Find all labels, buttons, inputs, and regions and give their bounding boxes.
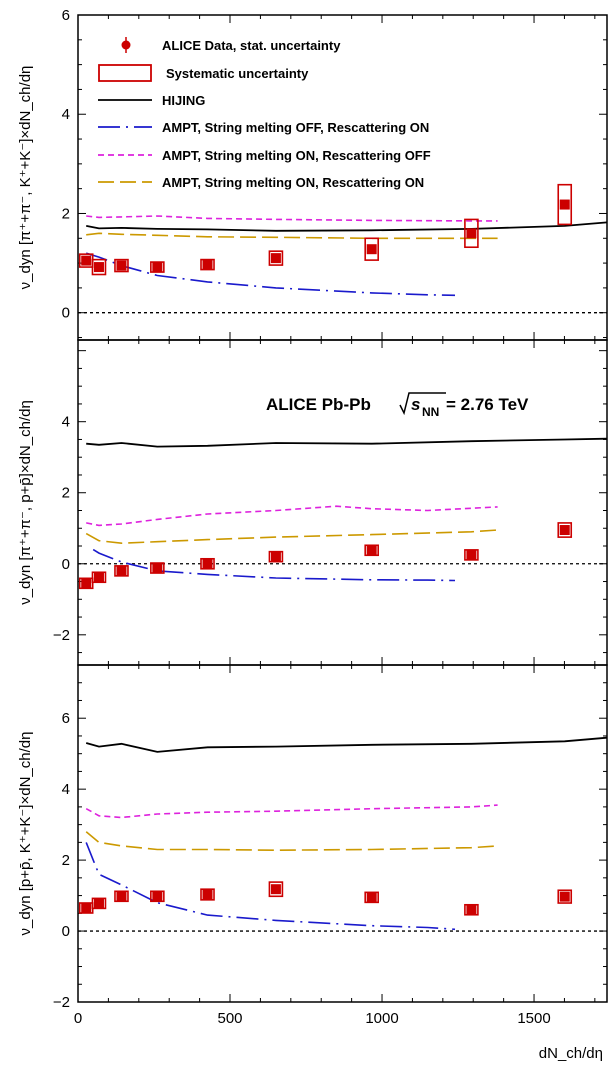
data-point <box>202 558 213 569</box>
data-point <box>559 199 570 210</box>
x-tick-label: 1000 <box>365 1010 398 1027</box>
chart-annotation: ALICE Pb-Pb s NN = 2.76 TeV <box>266 392 529 419</box>
annotation-sub: NN <box>422 405 439 419</box>
y-tick-label: 0 <box>62 923 70 940</box>
legend-label: AMPT, String melting ON, Rescattering OF… <box>162 148 431 163</box>
y-tick-label: −2 <box>53 627 70 644</box>
sys-box <box>557 183 573 226</box>
series-line-ampt-on-on <box>85 831 498 852</box>
series-line-ampt-off-on <box>85 252 456 297</box>
x-axis-label: dN_ch/dη <box>539 1045 603 1062</box>
data-point <box>366 244 377 255</box>
series-line-ampt-off-on <box>92 548 456 582</box>
legend-item-data: ALICE Data, stat. uncertainty <box>121 37 341 53</box>
series-line-hijing <box>86 221 608 232</box>
sys-box <box>200 888 215 901</box>
legend-item-hijing: HIJING <box>98 93 205 108</box>
data-point <box>116 565 127 576</box>
data-point <box>152 262 163 273</box>
y-axis-label: ν_dyn [π⁺+π⁻, p+p̄]×dN_ch/dη <box>17 400 34 605</box>
chart-panels: 0 2 4 6 ν_dyn [π⁺+π⁻, K⁺+K⁻]×dN_ch/dη −2 0 2 4 ν_… <box>17 7 608 1011</box>
y-tick-label: 4 <box>62 106 70 123</box>
annotation-prefix: ALICE Pb-Pb <box>266 395 371 414</box>
legend-marker <box>121 40 131 50</box>
data-point <box>93 262 104 273</box>
data-point <box>81 255 92 266</box>
y-tick-label: 2 <box>62 852 70 869</box>
legend-item-ampt-off-on: AMPT, String melting OFF, Rescattering O… <box>98 120 429 135</box>
y-tick-label: 4 <box>62 781 70 798</box>
y-tick-label: 4 <box>62 414 70 431</box>
legend-label: ALICE Data, stat. uncertainty <box>162 38 341 53</box>
data-point <box>559 525 570 536</box>
data-point <box>202 889 213 900</box>
y-tick-label: 0 <box>62 556 70 573</box>
x-tick-label: 0 <box>74 1010 82 1027</box>
x-axis: 0 500 1000 1500 dN_ch/dη <box>74 1010 603 1062</box>
y-tick-label: 6 <box>62 7 70 24</box>
y-tick-label: 6 <box>62 710 70 727</box>
sys-box <box>268 881 284 898</box>
sys-box <box>557 522 573 538</box>
annotation-var: s <box>411 395 420 414</box>
panel-1: 0 2 4 6 ν_dyn [π⁺+π⁻, K⁺+K⁻]×dN_ch/dη <box>17 7 608 341</box>
data-point <box>152 891 163 902</box>
series-line-ampt-on-off <box>86 505 498 527</box>
y-tick-label: −2 <box>53 994 70 1011</box>
legend-label: AMPT, String melting ON, Rescattering ON <box>162 175 424 190</box>
series-line-hijing <box>86 437 608 448</box>
sys-box <box>268 250 284 266</box>
x-tick-label: 1500 <box>517 1010 550 1027</box>
data-point <box>93 572 104 583</box>
legend-sys-box <box>98 64 152 82</box>
data-point <box>466 228 477 239</box>
data-point <box>466 904 477 915</box>
chart-legend: ALICE Data, stat. uncertainty Systematic … <box>98 37 431 190</box>
sys-box <box>464 218 479 249</box>
legend-item-ampt-on-off: AMPT, String melting ON, Rescattering OF… <box>98 148 431 163</box>
sys-box <box>557 889 573 904</box>
legend-label: Systematic uncertainty <box>166 66 309 81</box>
data-point <box>270 253 281 264</box>
y-axis-label: ν_dyn [π⁺+π⁻, K⁺+K⁻]×dN_ch/dη <box>17 66 34 290</box>
x-tick-label: 500 <box>217 1010 242 1027</box>
data-point <box>116 260 127 271</box>
sys-box <box>114 258 129 273</box>
data-point <box>559 891 570 902</box>
annotation-value: = 2.76 TeV <box>446 395 529 414</box>
legend-label: AMPT, String melting OFF, Rescattering O… <box>162 120 429 135</box>
data-point <box>93 898 104 909</box>
data-point <box>366 892 377 903</box>
data-point <box>270 551 281 562</box>
series-line-ampt-on-off <box>86 215 498 222</box>
legend-item-ampt-on-on: AMPT, String melting ON, Rescattering ON <box>98 175 424 190</box>
series-line-ampt-off-on <box>85 842 456 931</box>
sys-box <box>91 258 107 276</box>
legend-label: HIJING <box>162 93 205 108</box>
series-line-ampt-on-off <box>85 804 498 819</box>
data-point <box>81 902 92 913</box>
y-tick-label: 0 <box>62 305 70 322</box>
series-line-hijing <box>85 736 608 753</box>
data-point <box>81 578 92 589</box>
series-line-ampt-on-on <box>86 232 498 240</box>
y-tick-label: 2 <box>62 205 70 222</box>
data-point <box>202 259 213 270</box>
sys-box <box>364 237 379 261</box>
data-point <box>270 884 281 895</box>
y-tick-label: 2 <box>62 485 70 502</box>
series-line-ampt-on-on <box>85 529 498 545</box>
panel-3: −2 0 2 4 6 ν_dyn [p+p̄, K⁺+K⁻]×dN_ch/dη <box>17 664 608 1011</box>
sqrt-sign <box>399 392 446 416</box>
y-axis-label: ν_dyn [p+p̄, K⁺+K⁻]×dN_ch/dη <box>17 732 34 936</box>
data-point <box>366 545 377 556</box>
panel-frame <box>77 664 608 1003</box>
data-point <box>152 563 163 574</box>
data-point <box>466 549 477 560</box>
legend-item-sys: Systematic uncertainty <box>98 64 309 82</box>
panel-2: −2 0 2 4 ν_dyn [π⁺+π⁻, p+p̄]×dN_ch/dη <box>17 339 608 666</box>
data-point <box>116 891 127 902</box>
panel-frame <box>77 339 608 666</box>
